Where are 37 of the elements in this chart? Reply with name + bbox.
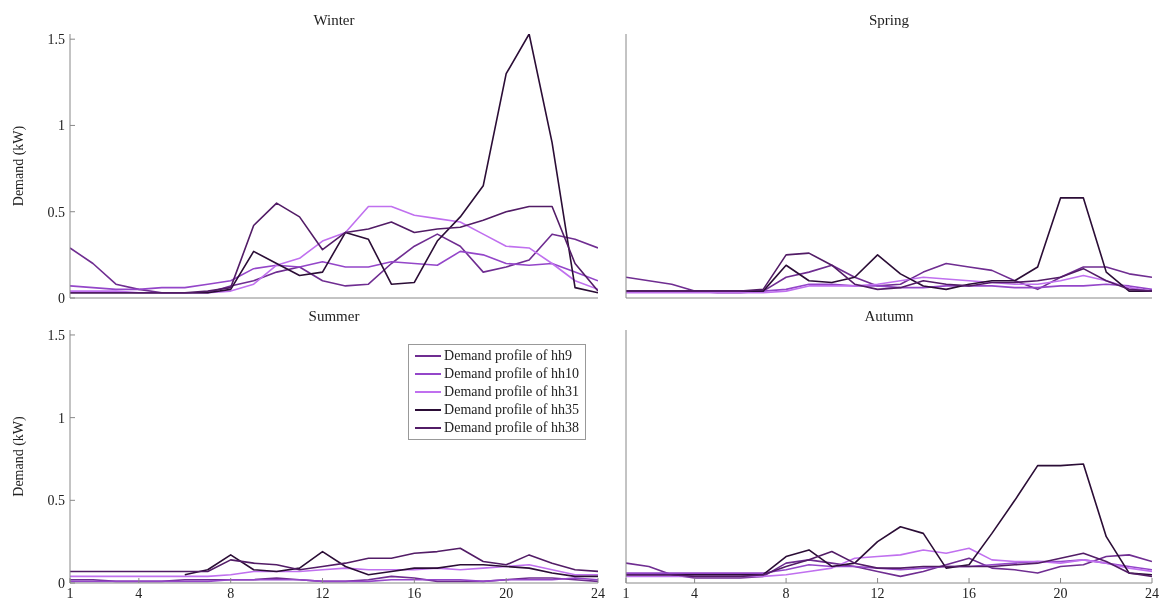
line-series [70,233,598,294]
x-tick-label: 8 [227,585,235,601]
legend-label: Demand profile of hh38 [444,419,579,437]
x-tick-label: 24 [591,585,605,601]
x-tick-label: 20 [499,585,514,601]
x-tick-label: 8 [782,585,790,601]
legend-label: Demand profile of hh9 [444,347,572,365]
line-series [70,564,598,578]
legend-label: Demand profile of hh35 [444,401,579,419]
y-tick-label: 0 [58,290,65,306]
y-tick-label: 0.5 [47,493,65,509]
y-tick-label: 1 [58,118,65,134]
y-tick-label: 1.5 [47,327,65,343]
legend-label: Demand profile of hh31 [444,383,579,401]
chart-title: Autumn [863,308,915,325]
x-tick-label: 12 [315,585,330,601]
legend-label: Demand profile of hh10 [444,365,579,383]
line-series [70,250,598,291]
x-tick-label: 4 [691,585,699,601]
y-tick-label: 0 [58,575,65,591]
y-tick-label: 0.5 [47,204,65,220]
y-tick-label: 1 [58,410,65,426]
x-tick-label: 20 [1053,585,1068,601]
x-tick-label: 16 [407,585,422,601]
chart-title: Summer [307,308,361,325]
y-axis-title: Demand (kW) [10,125,27,207]
y-axis-title: Demand (kW) [10,415,27,497]
x-tick-label: 12 [870,585,885,601]
line-series [183,550,598,578]
chart-title: Spring [868,12,910,29]
x-tick-label: 4 [135,585,143,601]
x-tick-label: 24 [1145,585,1159,601]
chart-title: Winter [312,12,356,29]
x-tick-label: 16 [962,585,977,601]
y-tick-label: 1.5 [47,32,65,48]
line-series [70,547,598,573]
x-tick-label: 1 [622,585,630,601]
